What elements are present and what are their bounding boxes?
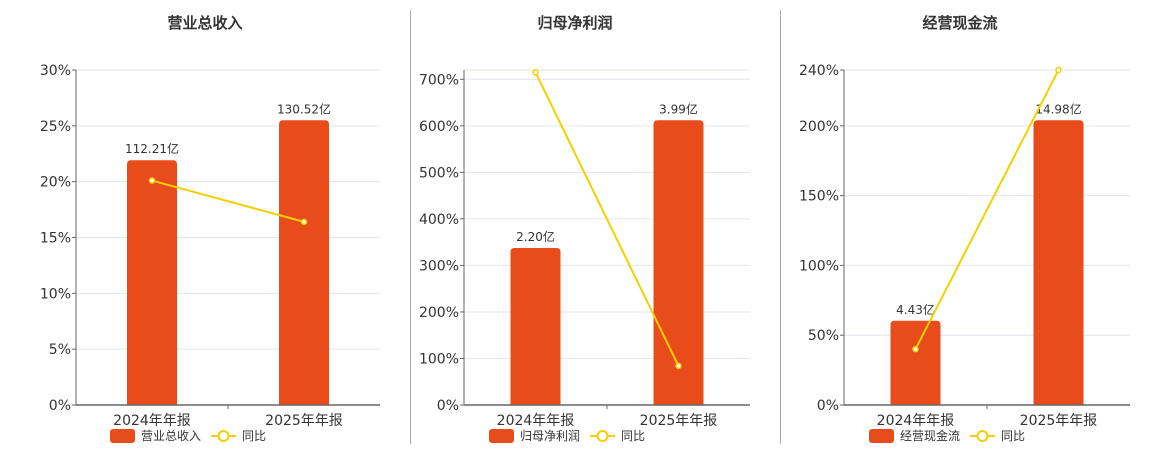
chart-title: 经营现金流	[922, 14, 998, 32]
bar-data-label: 3.99亿	[659, 101, 698, 116]
x-tick-label: 2024年年报	[113, 413, 191, 429]
y-tick-label: 5%	[49, 342, 71, 358]
y-tick-label: 0%	[49, 398, 71, 414]
bar	[653, 120, 704, 405]
legend-bar-label: 营业总收入	[141, 429, 201, 443]
y-tick-label: 150%	[799, 189, 839, 205]
legend-bar-swatch	[110, 429, 135, 443]
chart-title: 归母净利润	[537, 14, 613, 32]
y-tick-label: 0%	[817, 398, 839, 414]
x-tick-label: 2025年年报	[265, 413, 343, 429]
chart-title: 营业总收入	[167, 14, 243, 32]
y-tick-label: 0%	[437, 398, 459, 414]
line-point	[675, 362, 682, 370]
y-tick-label: 100%	[419, 351, 459, 367]
x-tick-label: 2025年年报	[1020, 413, 1098, 429]
line-point	[300, 218, 308, 226]
bar	[890, 320, 941, 405]
y-tick-label: 500%	[419, 165, 459, 181]
y-tick-label: 100%	[799, 258, 839, 274]
legend-line-label: 同比	[1001, 429, 1025, 443]
y-tick-label: 240%	[799, 63, 839, 79]
line-point	[532, 69, 539, 76]
line-series-yoy	[151, 179, 305, 223]
divider	[410, 10, 411, 444]
bar-data-label: 4.43亿	[896, 302, 935, 317]
legend-bar-swatch	[489, 429, 514, 443]
y-tick-label: 30%	[40, 63, 71, 79]
legend-line-marker	[217, 430, 230, 442]
bar-data-label: 130.52亿	[277, 101, 331, 116]
y-tick-label: 15%	[40, 231, 71, 247]
legend-bar-label: 经营现金流	[900, 428, 960, 443]
line-series-yoy	[534, 71, 680, 367]
y-tick-label: 600%	[419, 119, 459, 135]
line-series-yoy	[914, 69, 1060, 350]
line-point	[1055, 66, 1062, 74]
y-tick-label: 400%	[419, 212, 459, 228]
bar-data-label: 14.98亿	[1035, 101, 1081, 116]
legend-bar-swatch	[869, 429, 894, 443]
y-tick-label: 200%	[799, 119, 839, 135]
divider	[780, 10, 781, 444]
legend-line-marker	[976, 430, 989, 442]
y-tick-label: 300%	[419, 258, 459, 274]
legend-line-label: 同比	[242, 429, 266, 443]
line-point	[148, 177, 156, 184]
bar-data-label: 2.20亿	[516, 229, 555, 244]
x-tick-label: 2024年年报	[877, 413, 955, 429]
bar	[127, 160, 177, 405]
y-tick-label: 25%	[40, 119, 71, 135]
y-tick-label: 200%	[419, 305, 459, 321]
bar	[510, 247, 561, 405]
bar-data-label: 112.21亿	[125, 141, 179, 156]
x-tick-label: 2025年年报	[640, 413, 718, 429]
legend-line-label: 同比	[621, 429, 645, 443]
bar	[1033, 120, 1084, 405]
y-tick-label: 700%	[419, 72, 459, 88]
legend-line-marker	[596, 430, 609, 442]
y-tick-label: 50%	[808, 328, 839, 344]
bar	[279, 120, 329, 405]
y-tick-label: 10%	[40, 286, 71, 302]
line-point	[912, 345, 919, 353]
x-tick-label: 2024年年报	[497, 413, 575, 429]
legend-bar-label: 归母净利润	[520, 429, 580, 443]
y-tick-label: 20%	[40, 175, 71, 191]
